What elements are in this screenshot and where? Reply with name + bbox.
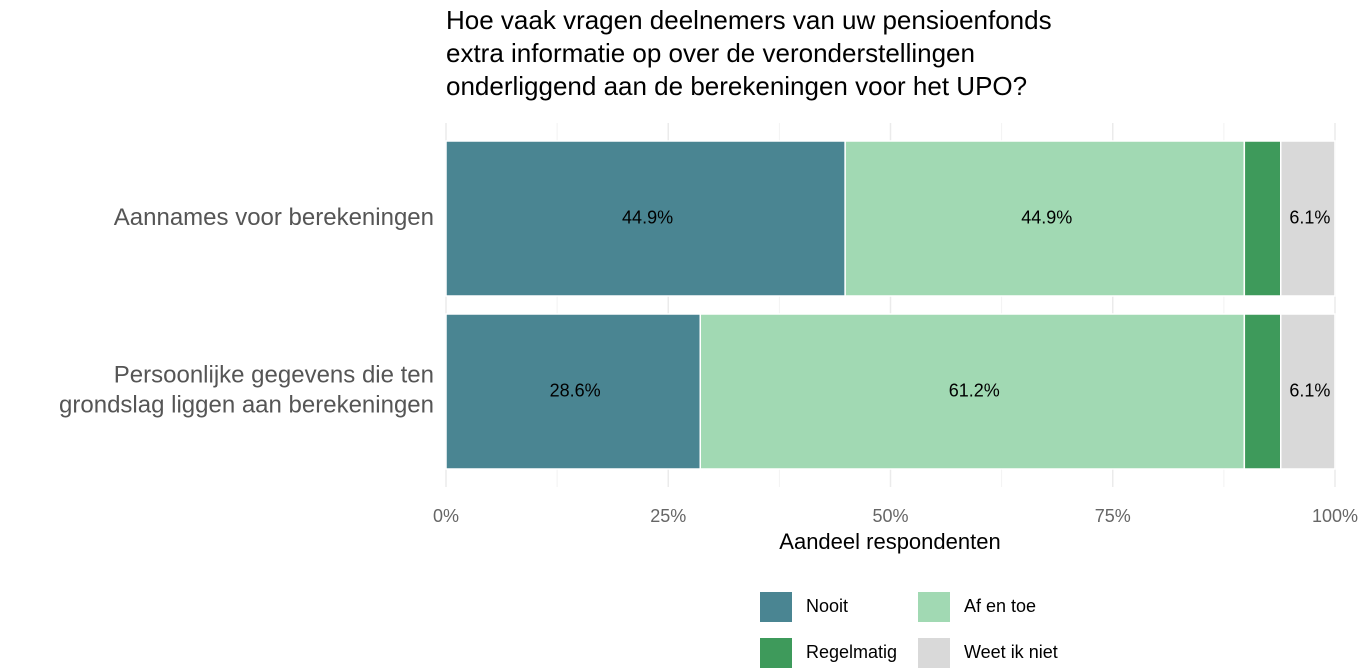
- legend-label: Af en toe: [964, 596, 1036, 616]
- bar-segment: [699, 313, 1246, 470]
- value-label: 6.1%: [1289, 207, 1330, 227]
- x-tick-label: 0%: [433, 506, 459, 526]
- legend-key: [760, 592, 792, 622]
- legend-label: Regelmatig: [806, 642, 897, 662]
- legend-label: Weet ik niet: [964, 642, 1058, 662]
- x-tick-label: 50%: [872, 506, 908, 526]
- legend-key: [918, 592, 950, 622]
- bar-segment: [1243, 313, 1282, 470]
- value-label: 44.9%: [622, 207, 673, 227]
- bar-segment: [1280, 313, 1336, 470]
- bar-segment: [844, 140, 1246, 297]
- chart-title: Hoe vaak vragen deelnemers van uw pensio…: [446, 5, 1052, 101]
- value-label: 6.1%: [1289, 380, 1330, 400]
- x-axis-title: Aandeel respondenten: [779, 529, 1000, 554]
- legend-key: [760, 638, 792, 668]
- value-label: 61.2%: [949, 380, 1000, 400]
- x-tick-label: 100%: [1312, 506, 1358, 526]
- value-label: 28.6%: [550, 380, 601, 400]
- bar-segment: [1243, 140, 1282, 297]
- legend-key: [918, 638, 950, 668]
- bar-segment: [1280, 140, 1336, 297]
- legend-label: Nooit: [806, 596, 848, 616]
- y-tick-label: Persoonlijke gegevens die ten grondslag l…: [59, 362, 434, 419]
- bar-segment: [445, 313, 702, 470]
- y-tick-label: Aannames voor berekeningen: [114, 204, 434, 231]
- value-label: 44.9%: [1021, 207, 1072, 227]
- x-tick-label: 75%: [1095, 506, 1131, 526]
- x-tick-label: 25%: [650, 506, 686, 526]
